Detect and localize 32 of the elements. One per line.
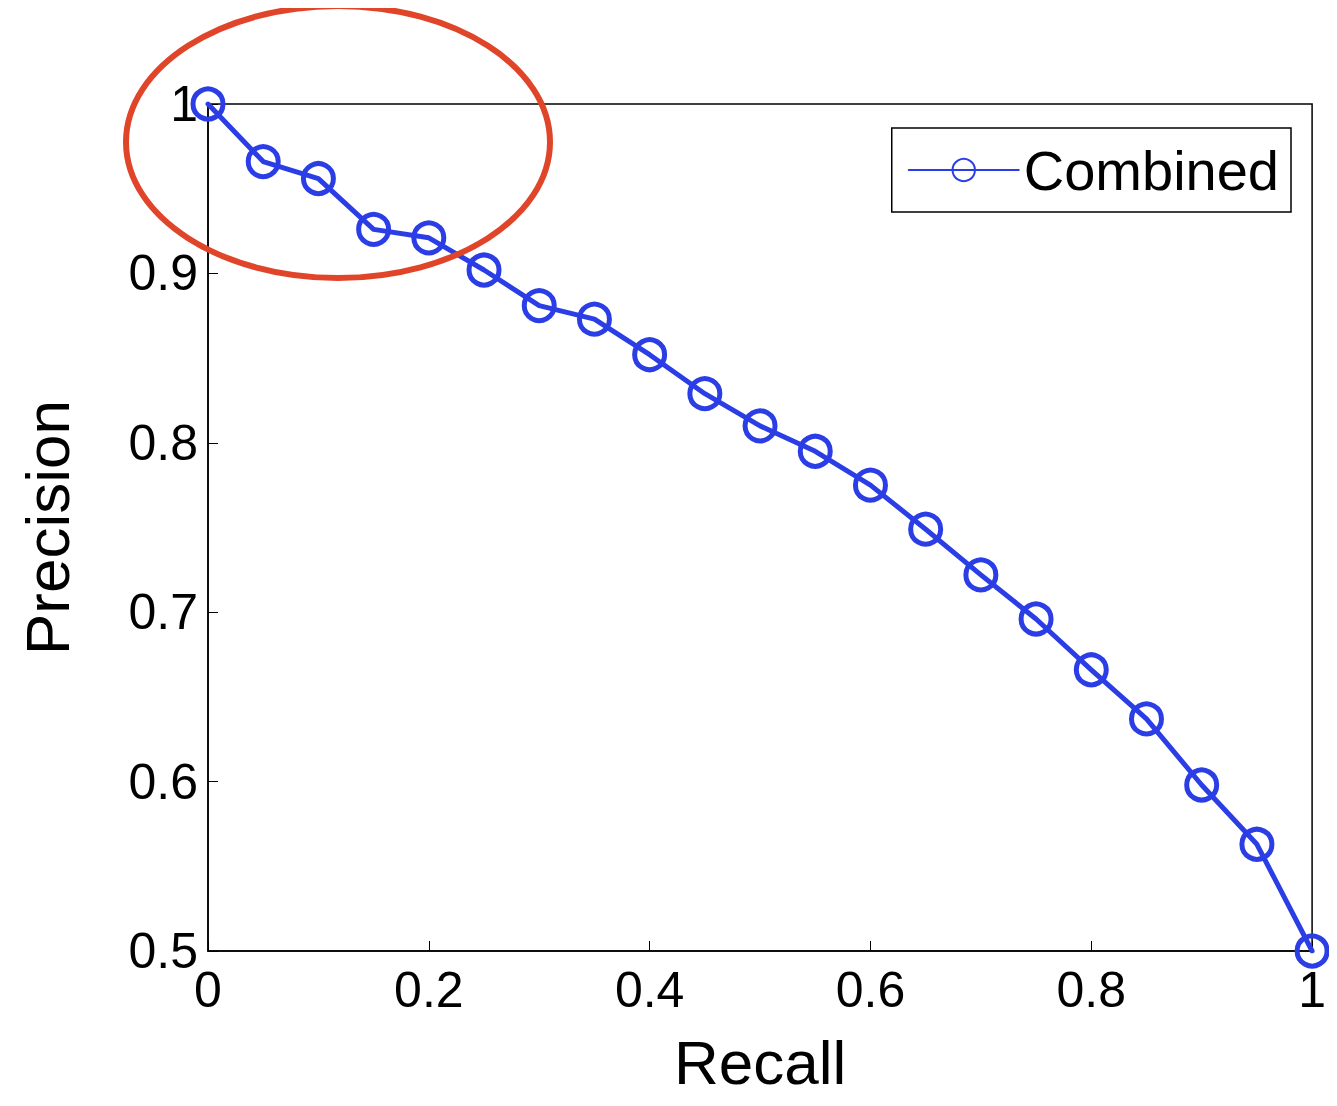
- point: [687, 376, 723, 412]
- point: [742, 408, 778, 444]
- point: [300, 161, 336, 197]
- point: [1239, 826, 1275, 862]
- y-tick-label: 0.8: [128, 414, 198, 471]
- point: [963, 557, 999, 593]
- y-tick-label: 0.7: [128, 584, 198, 641]
- point: [632, 337, 668, 373]
- point: [852, 467, 888, 503]
- point: [1294, 933, 1329, 969]
- y-axis-title: Precision: [12, 400, 82, 655]
- point: [1073, 652, 1109, 688]
- x-tick-label: 0.4: [614, 962, 685, 1018]
- x-tick-label: 1: [1298, 962, 1326, 1018]
- point: [1184, 767, 1220, 803]
- x-tick-label: 0.8: [1056, 962, 1127, 1018]
- point: [466, 252, 502, 288]
- point: [521, 288, 557, 324]
- point: [411, 220, 447, 256]
- point: [908, 511, 944, 547]
- point: [245, 144, 281, 180]
- point: [356, 211, 392, 247]
- y-tick-label: 0.6: [128, 753, 198, 810]
- point: [1018, 601, 1054, 637]
- x-axis-title: Recall: [673, 1027, 847, 1097]
- y-tick-label: 0.9: [128, 245, 198, 302]
- legend-label: Combined: [1023, 138, 1280, 202]
- point: [797, 433, 833, 469]
- x-tick-label: 0.2: [394, 962, 464, 1018]
- point: [576, 301, 612, 337]
- point: [1129, 701, 1164, 737]
- x-tick-label: 0.6: [835, 962, 906, 1018]
